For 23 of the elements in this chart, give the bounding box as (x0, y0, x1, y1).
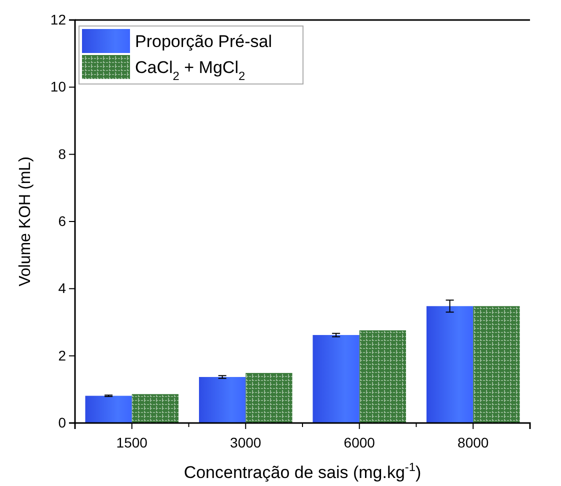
bar (359, 330, 406, 423)
bar (246, 372, 292, 423)
x-tick-label: 1500 (116, 434, 148, 450)
y-tick-label: 10 (50, 78, 66, 95)
bar (426, 306, 474, 423)
bar (85, 396, 132, 423)
x-axis-title: Concentração de sais (mg.kg$^{-1}$) (184, 460, 422, 482)
y-tick-label: 6 (58, 212, 66, 229)
y-tick-label: 12 (50, 11, 66, 28)
bar (312, 335, 360, 423)
bar (198, 376, 246, 423)
x-tick-label: 6000 (344, 434, 376, 450)
y-tick-label: 8 (58, 146, 66, 162)
legend-label: CaCl$_{2}$ + MgCl$_{2}$ (135, 58, 246, 83)
y-tick-label: 2 (58, 347, 66, 364)
legend-label: Proporção Pré-sal (135, 32, 272, 51)
bar (473, 306, 520, 423)
x-tick-label: 3000 (230, 434, 262, 450)
y-axis-title: Volume KOH (mL) (17, 156, 34, 286)
x-tick-label: 8000 (458, 434, 489, 450)
bar (132, 394, 179, 423)
y-tick-label: 0 (58, 414, 66, 430)
y-tick-label: 4 (58, 280, 66, 296)
